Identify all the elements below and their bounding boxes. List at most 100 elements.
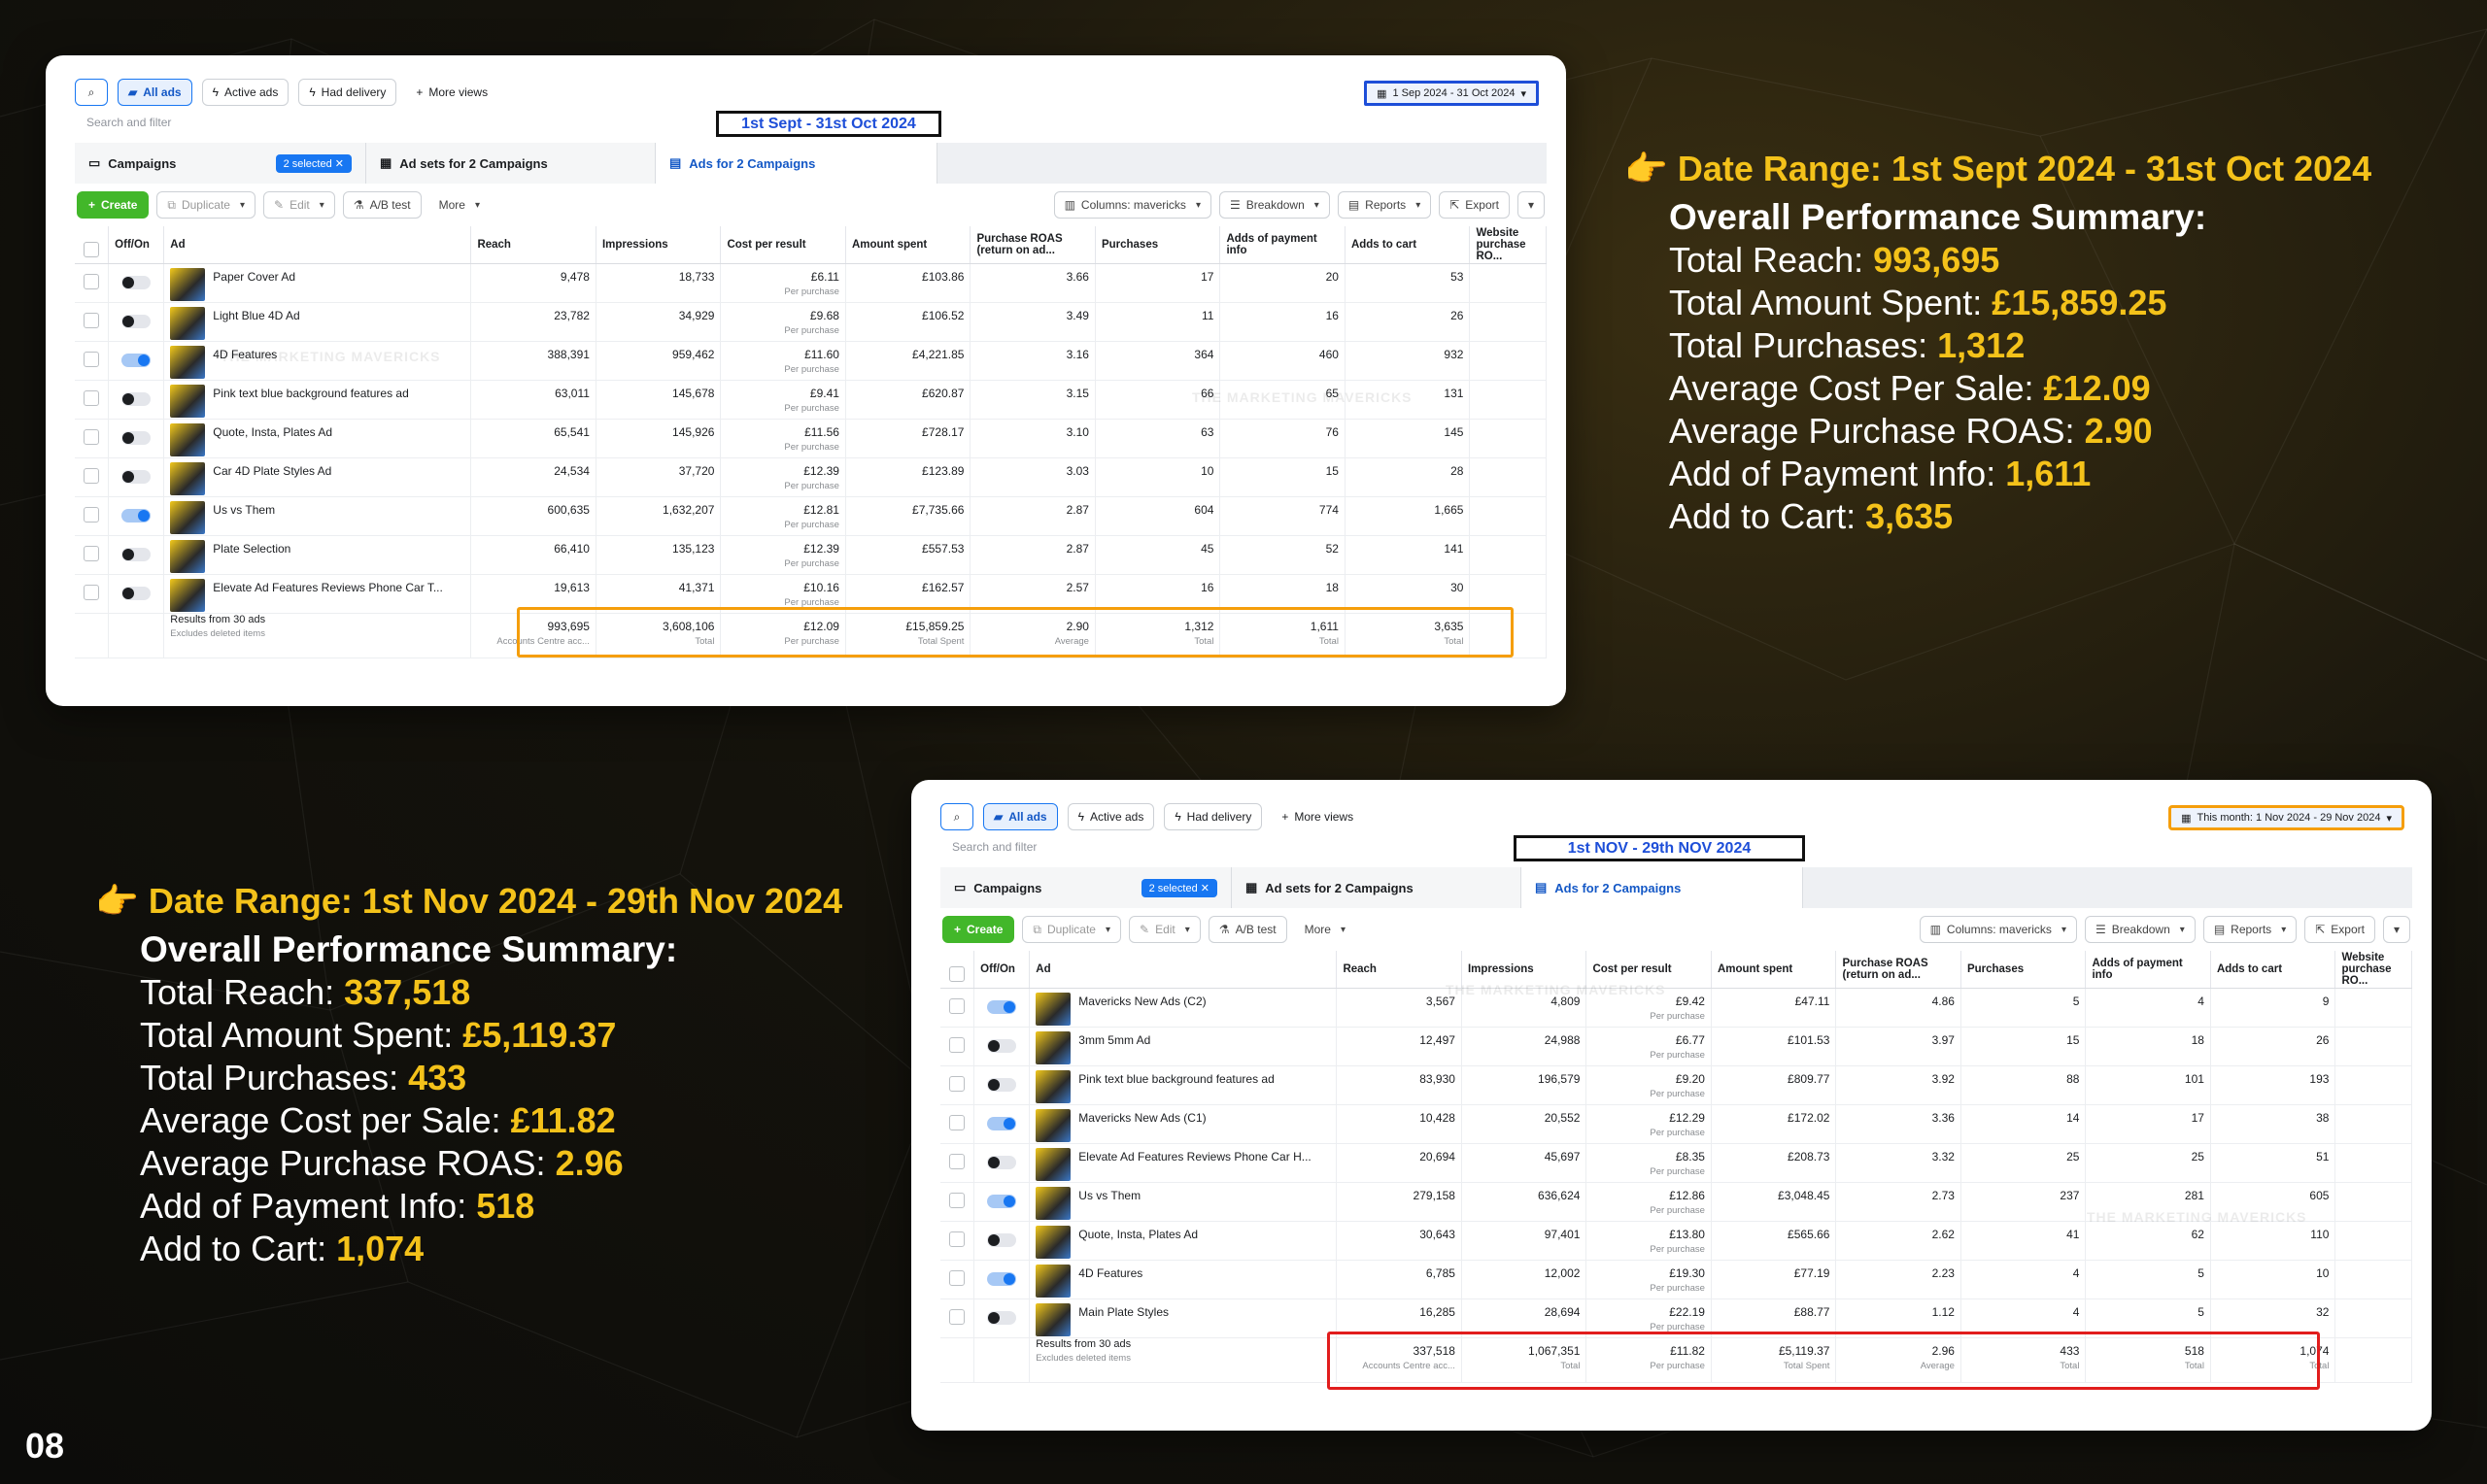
tab-adsets[interactable]: ▦ Ad sets for 2 Campaigns (1232, 867, 1521, 908)
on-off-toggle[interactable] (987, 1038, 1017, 1053)
ad-name[interactable]: 3mm 5mm Ad (1078, 1032, 1151, 1047)
select-all-checkbox[interactable] (84, 241, 100, 257)
ad-cell[interactable]: 3mm 5mm Ad (1029, 1027, 1338, 1066)
row-select-cell[interactable] (940, 1221, 975, 1261)
row-select-cell[interactable] (75, 574, 110, 614)
row-checkbox[interactable] (84, 545, 100, 561)
table-row[interactable]: Elevate Ad Features Reviews Phone Car H.… (940, 1143, 2412, 1183)
tab-campaigns[interactable]: ▭ Campaigns 2 selected ✕ (940, 867, 1232, 908)
row-select-cell[interactable] (940, 1260, 975, 1299)
ad-name[interactable]: 4D Features (1078, 1265, 1143, 1280)
row-checkbox[interactable] (84, 467, 100, 484)
ad-cell[interactable]: Mavericks New Ads (C1) (1029, 1104, 1338, 1144)
row-checkbox[interactable] (84, 273, 100, 289)
column-header[interactable]: Adds of payment info (2085, 951, 2211, 989)
table-row[interactable]: Us vs Them 279,158 636,624 £12.86 Per purcha… (940, 1182, 2412, 1222)
ad-cell[interactable]: 4D Features (163, 341, 472, 381)
selected-badge[interactable]: 2 selected ✕ (1141, 878, 1217, 897)
column-header[interactable]: Adds of payment info (1219, 226, 1346, 264)
toggle-cell[interactable] (108, 419, 165, 458)
ad-cell[interactable]: Car 4D Plate Styles Ad (163, 457, 472, 497)
column-header[interactable]: Website purchase RO... (2334, 951, 2412, 989)
column-header[interactable]: Cost per result (1585, 951, 1712, 989)
on-off-toggle[interactable] (987, 1116, 1017, 1130)
create-button[interactable]: + Create (942, 916, 1015, 943)
columns-button[interactable]: ▥ Columns: mavericks (1919, 916, 2077, 943)
toggle-cell[interactable] (108, 496, 165, 536)
breakdown-button[interactable]: ☰ Breakdown (1218, 191, 1330, 219)
row-select-cell[interactable] (940, 988, 975, 1028)
table-row[interactable]: Pink text blue background features ad 63,… (75, 380, 1547, 420)
row-checkbox[interactable] (84, 312, 100, 328)
reports-button[interactable]: ▤ Reports (1337, 191, 1432, 219)
ad-cell[interactable]: Elevate Ad Features Reviews Phone Car T.… (163, 574, 472, 614)
ad-name[interactable]: Light Blue 4D Ad (213, 308, 300, 322)
toggle-cell[interactable] (973, 1298, 1031, 1338)
date-range-picker[interactable]: ▦ 1 Sep 2024 - 31 Oct 2024 ▾ (1364, 81, 1539, 106)
toggle-cell[interactable] (973, 1260, 1031, 1299)
more-views-button[interactable]: + More views (406, 79, 498, 106)
ad-name[interactable]: Us vs Them (1078, 1188, 1141, 1202)
row-checkbox[interactable] (949, 1075, 966, 1092)
ad-cell[interactable]: Paper Cover Ad (163, 263, 472, 303)
more-button[interactable]: More (429, 191, 490, 219)
tab-adsets[interactable]: ▦ Ad sets for 2 Campaigns (366, 143, 656, 184)
ad-cell[interactable]: Main Plate Styles (1029, 1298, 1338, 1338)
ad-cell[interactable]: Pink text blue background features ad (163, 380, 472, 420)
toggle-cell[interactable] (108, 263, 165, 303)
active-ads-button[interactable]: ϟ Active ads (1067, 803, 1155, 830)
ad-name[interactable]: Mavericks New Ads (C2) (1078, 994, 1207, 1008)
on-off-toggle[interactable] (121, 430, 152, 445)
column-header[interactable]: Amount spent (845, 226, 971, 264)
on-off-toggle[interactable] (987, 1155, 1017, 1169)
table-row[interactable]: Quote, Insta, Plates Ad 30,643 97,401 £13.8… (940, 1221, 2412, 1261)
tab-ads[interactable]: ▤ Ads for 2 Campaigns (656, 143, 937, 184)
ad-cell[interactable]: Elevate Ad Features Reviews Phone Car H.… (1029, 1143, 1338, 1183)
table-row[interactable]: Plate Selection 66,410 135,123 £12.39 Per pu… (75, 535, 1547, 575)
on-off-toggle[interactable] (987, 1310, 1017, 1325)
header-select-all[interactable] (940, 951, 975, 989)
row-select-cell[interactable] (75, 535, 110, 575)
table-row[interactable]: Quote, Insta, Plates Ad 65,541 145,926 £11.… (75, 419, 1547, 458)
toggle-cell[interactable] (973, 1027, 1031, 1066)
more-button[interactable]: More (1295, 916, 1355, 943)
on-off-toggle[interactable] (121, 391, 152, 406)
toggle-cell[interactable] (108, 457, 165, 497)
ad-name[interactable]: Elevate Ad Features Reviews Phone Car H.… (1078, 1149, 1312, 1164)
row-select-cell[interactable] (75, 341, 110, 381)
all-ads-button[interactable]: ▰ All ads (118, 79, 192, 106)
ad-name[interactable]: Main Plate Styles (1078, 1304, 1169, 1319)
row-select-cell[interactable] (75, 302, 110, 342)
ad-cell[interactable]: Quote, Insta, Plates Ad (163, 419, 472, 458)
table-row[interactable]: Car 4D Plate Styles Ad 24,534 37,720 £12.39… (75, 457, 1547, 497)
had-delivery-button[interactable]: ϟ Had delivery (298, 79, 397, 106)
ad-name[interactable]: Elevate Ad Features Reviews Phone Car T.… (213, 580, 443, 594)
ad-cell[interactable]: Us vs Them (163, 496, 472, 536)
row-checkbox[interactable] (84, 389, 100, 406)
columns-button[interactable]: ▥ Columns: mavericks (1053, 191, 1211, 219)
toggle-cell[interactable] (108, 302, 165, 342)
row-checkbox[interactable] (949, 1231, 966, 1247)
ad-cell[interactable]: 4D Features (1029, 1260, 1338, 1299)
row-checkbox[interactable] (84, 428, 100, 445)
row-checkbox[interactable] (949, 1269, 966, 1286)
duplicate-button[interactable]: ⧉ Duplicate (156, 191, 256, 219)
on-off-toggle[interactable] (121, 314, 152, 328)
row-checkbox[interactable] (949, 1153, 966, 1169)
row-select-cell[interactable] (940, 1182, 975, 1222)
on-off-toggle[interactable] (121, 547, 152, 561)
export-dropdown[interactable]: ▾ (1516, 191, 1545, 219)
search-filter-input[interactable]: Search and filter 1st NOV - 29th NOV 202… (940, 832, 2412, 861)
ad-name[interactable]: Pink text blue background features ad (213, 386, 409, 400)
column-header[interactable]: Ad (1029, 951, 1338, 989)
on-off-toggle[interactable] (121, 508, 152, 523)
column-header[interactable]: Website purchase RO... (1469, 226, 1547, 264)
row-checkbox[interactable] (84, 584, 100, 600)
row-checkbox[interactable] (949, 1308, 966, 1325)
ad-name[interactable]: Pink text blue background features ad (1078, 1071, 1275, 1086)
row-checkbox[interactable] (949, 1114, 966, 1130)
column-header[interactable]: Impressions (1461, 951, 1587, 989)
ad-name[interactable]: Mavericks New Ads (C1) (1078, 1110, 1207, 1125)
ad-name[interactable]: Plate Selection (213, 541, 291, 556)
row-select-cell[interactable] (940, 1104, 975, 1144)
